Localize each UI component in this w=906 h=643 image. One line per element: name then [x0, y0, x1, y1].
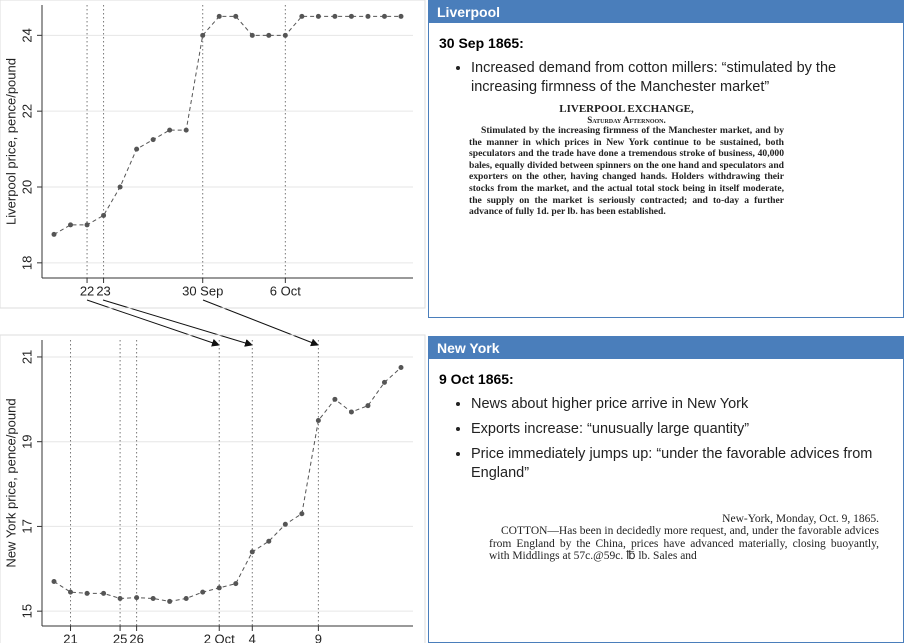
data-point	[233, 581, 239, 587]
y-tick-label: 15	[19, 604, 34, 618]
data-point	[167, 127, 173, 133]
y-tick-label: 18	[19, 256, 34, 270]
clipping-heading: LIVERPOOL EXCHANGE,	[559, 103, 694, 115]
data-point	[398, 365, 404, 371]
clipping: New-York, Monday, Oct. 9, 1865. COTTON—H…	[489, 513, 879, 563]
bullet: Exports increase: “unusually large quant…	[471, 420, 889, 439]
arrows	[86, 299, 319, 347]
x-tick-label: 9	[315, 631, 322, 643]
data-point	[51, 231, 57, 237]
x-tick-label: 30 Sep	[182, 283, 223, 298]
liverpool-panel: Liverpool 30 Sep 1865: Increased demand …	[428, 0, 904, 318]
clipping-body: COTTON—Has been in decidedly more reques…	[489, 525, 879, 562]
data-point	[84, 590, 90, 596]
new-york-panel: New York 9 Oct 1865: News about higher p…	[428, 336, 904, 643]
data-point	[68, 222, 74, 228]
clipping: LIVERPOOL EXCHANGE, Saturday Afternoon. …	[469, 103, 784, 218]
x-tick-label: 2 Oct	[204, 631, 235, 643]
data-point	[68, 589, 74, 595]
arrow	[86, 299, 220, 347]
clipping-body: Stimulated by the increasing firmness of…	[469, 125, 784, 218]
data-point	[200, 589, 206, 595]
data-point	[84, 222, 90, 228]
data-point	[216, 13, 222, 19]
x-tick-label: 26	[129, 631, 143, 643]
x-tick-label: 4	[249, 631, 256, 643]
data-point	[167, 598, 173, 604]
data-point	[348, 13, 354, 19]
y-tick-label: 19	[19, 434, 34, 448]
panel-date: 9 Oct 1865:	[439, 371, 514, 387]
data-point	[183, 595, 189, 601]
data-point	[365, 403, 371, 409]
data-point	[398, 13, 404, 19]
bullet-list: Increased demand from cotton millers: “s…	[429, 59, 903, 97]
bullet-list: News about higher price arrive in New Yo…	[429, 395, 903, 483]
data-point	[51, 579, 57, 585]
arrow	[202, 299, 319, 347]
data-point	[249, 549, 255, 555]
x-tick-label: 22	[80, 283, 94, 298]
data-point	[266, 538, 272, 544]
data-point	[216, 585, 222, 591]
data-point	[315, 13, 321, 19]
price-line	[53, 15, 401, 235]
data-point	[101, 590, 107, 596]
data-point	[134, 146, 140, 152]
data-point	[117, 184, 123, 190]
bullet: Increased demand from cotton millers: “s…	[471, 59, 889, 97]
data-point	[117, 595, 123, 601]
panel-title: Liverpool	[429, 1, 903, 23]
data-point	[381, 379, 387, 385]
data-point	[299, 511, 305, 517]
data-point	[315, 418, 321, 424]
data-point	[134, 595, 140, 601]
data-point	[365, 13, 371, 19]
data-point	[183, 127, 189, 133]
y-tick-label: 21	[19, 350, 34, 364]
data-point	[101, 212, 107, 218]
data-point	[282, 32, 288, 38]
clipping-heading: New-York, Monday, Oct. 9, 1865.	[722, 513, 879, 525]
y-tick-label: 20	[19, 180, 34, 194]
x-tick-label: 25	[113, 631, 127, 643]
y-tick-label: 24	[19, 28, 34, 42]
data-point	[233, 13, 239, 19]
y-axis-title: Liverpool price, pence/pound	[3, 58, 18, 225]
x-tick-label: 23	[96, 283, 110, 298]
data-point	[150, 595, 156, 601]
y-tick-label: 22	[19, 104, 34, 118]
y-tick-label: 17	[19, 519, 34, 533]
data-point	[348, 409, 354, 415]
bullet: Price immediately jumps up: “under the f…	[471, 445, 889, 483]
data-point	[266, 32, 272, 38]
data-point	[249, 32, 255, 38]
data-point	[332, 396, 338, 402]
bullet: News about higher price arrive in New Yo…	[471, 395, 889, 414]
plot-frame	[0, 334, 426, 643]
panel-date: 30 Sep 1865:	[439, 35, 524, 51]
data-point	[332, 13, 338, 19]
y-axis-title: New York price, pence/pound	[3, 398, 18, 567]
data-point	[299, 13, 305, 19]
price-line	[53, 367, 402, 602]
data-point	[381, 13, 387, 19]
x-tick-label: 6 Oct	[270, 283, 301, 298]
data-point	[200, 32, 206, 38]
arrow	[102, 299, 253, 347]
plot-frame	[0, 0, 426, 309]
data-point	[150, 137, 156, 143]
data-point	[282, 521, 288, 527]
clipping-subheading: Saturday Afternoon.	[587, 115, 666, 125]
x-tick-label: 21	[63, 631, 77, 643]
panel-title: New York	[429, 337, 903, 359]
